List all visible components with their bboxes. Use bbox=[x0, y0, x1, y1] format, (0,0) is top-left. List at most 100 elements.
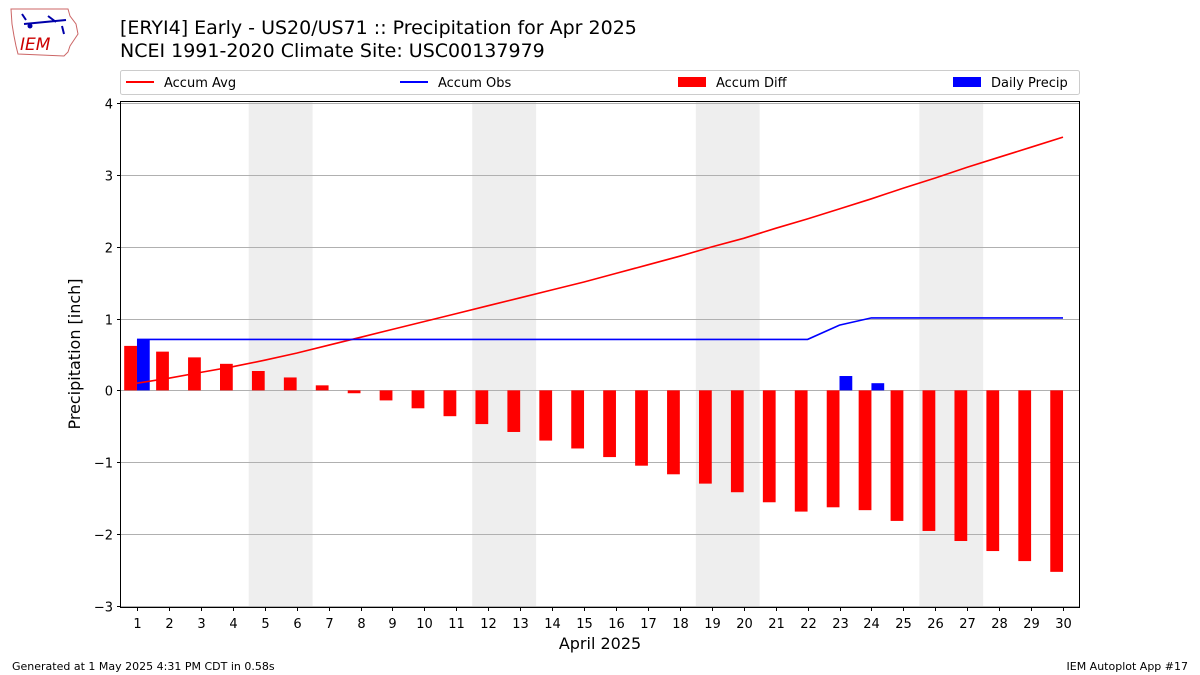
y-tick-label: 1 bbox=[105, 314, 113, 329]
x-tick-label: 26 bbox=[927, 617, 944, 632]
x-tick-label: 11 bbox=[448, 617, 465, 632]
y-tick-label: 4 bbox=[105, 98, 113, 113]
y-tick-label: −2 bbox=[94, 529, 113, 544]
accum-diff-bar bbox=[379, 390, 393, 401]
line-marks bbox=[136, 136, 1064, 384]
weekend-band bbox=[248, 102, 313, 607]
accum-diff-bar bbox=[1018, 390, 1032, 562]
accum-diff-bar bbox=[954, 390, 968, 542]
y-axis-label: Precipitation [inch] bbox=[65, 278, 84, 429]
x-tick-label: 17 bbox=[640, 617, 657, 632]
legend: Accum Avg Accum Obs Accum Diff Daily Precip bbox=[120, 70, 1080, 95]
x-tick-label: 18 bbox=[672, 617, 689, 632]
accum-diff-bar bbox=[794, 390, 808, 512]
weekend-band bbox=[919, 102, 984, 607]
x-tick-label: 22 bbox=[800, 617, 817, 632]
accum-diff-bar bbox=[443, 390, 457, 417]
accum-diff-bar bbox=[315, 385, 329, 391]
legend-swatch bbox=[678, 77, 706, 87]
accum-diff-bar bbox=[1050, 390, 1064, 572]
accum-diff-bar bbox=[603, 390, 616, 458]
x-tick-label: 6 bbox=[293, 617, 301, 632]
y-tick-label: 3 bbox=[105, 170, 113, 185]
accum-diff-bar bbox=[539, 390, 553, 441]
x-tick-label: 24 bbox=[863, 617, 880, 632]
x-tick-label: 30 bbox=[1055, 617, 1072, 632]
x-tick-label: 29 bbox=[1023, 617, 1040, 632]
plot-frame bbox=[120, 101, 1080, 608]
bar-marks bbox=[124, 339, 1064, 572]
grid-lines bbox=[121, 103, 1079, 607]
chart-title: [ERYI4] Early - US20/US71 :: Precipitati… bbox=[120, 17, 637, 39]
accum-diff-bar bbox=[730, 390, 744, 493]
daily-precip-bar bbox=[136, 339, 150, 391]
chart-subtitle: NCEI 1991-2020 Climate Site: USC00137979 bbox=[120, 40, 545, 62]
x-tick-label: 28 bbox=[991, 617, 1008, 632]
accum-diff-bar bbox=[762, 390, 776, 503]
accum-diff-bar bbox=[124, 345, 137, 391]
app-label: IEM Autoplot App #17 bbox=[1066, 660, 1189, 673]
x-tick-label: 16 bbox=[608, 617, 625, 632]
weekend-shading bbox=[248, 102, 984, 607]
x-tick-label: 21 bbox=[768, 617, 785, 632]
x-tick-label: 23 bbox=[832, 617, 849, 632]
accum-diff-bar bbox=[698, 390, 712, 484]
x-tick-label: 1 bbox=[133, 617, 141, 632]
accum-diff-bar bbox=[219, 363, 233, 391]
accum-diff-bar bbox=[347, 390, 361, 394]
x-tick-label: 7 bbox=[325, 617, 333, 632]
x-tick-label: 8 bbox=[357, 617, 365, 632]
x-tick-label: 20 bbox=[736, 617, 753, 632]
accum-obs-line bbox=[137, 317, 1063, 341]
accum-diff-bar bbox=[507, 390, 521, 432]
y-tick-label: −1 bbox=[94, 457, 113, 472]
accum-diff-bar bbox=[667, 390, 680, 475]
legend-label: Accum Diff bbox=[716, 76, 788, 91]
accum-avg-line bbox=[136, 136, 1064, 384]
accum-diff-bar bbox=[858, 390, 872, 511]
accum-diff-bar bbox=[922, 390, 936, 531]
accum-diff-bar bbox=[411, 390, 425, 409]
legend-label: Accum Obs bbox=[438, 76, 511, 91]
accum-diff-bar bbox=[283, 377, 297, 391]
x-tick-label: 4 bbox=[229, 617, 237, 632]
x-tick-label: 25 bbox=[895, 617, 912, 632]
accum-diff-bar bbox=[475, 390, 489, 425]
x-tick-label: 13 bbox=[512, 617, 529, 632]
weekend-band bbox=[472, 102, 537, 607]
y-tick-label: −3 bbox=[94, 601, 113, 616]
x-tick-label: 3 bbox=[197, 617, 205, 632]
legend-box bbox=[120, 70, 1080, 95]
daily-precip-bar bbox=[839, 376, 853, 391]
x-tick-label: 19 bbox=[704, 617, 721, 632]
x-tick-label: 9 bbox=[388, 617, 396, 632]
x-tick-label: 27 bbox=[959, 617, 976, 632]
weather-symbols-icon bbox=[21, 13, 67, 35]
accum-diff-bar bbox=[635, 390, 648, 466]
weekend-band bbox=[695, 102, 760, 607]
iem-logo: IEM bbox=[10, 8, 79, 57]
x-axis-label: April 2025 bbox=[559, 634, 641, 653]
x-tick-label: 2 bbox=[165, 617, 173, 632]
accum-diff-bar bbox=[890, 390, 904, 521]
accum-diff-bar bbox=[156, 351, 169, 391]
generated-timestamp: Generated at 1 May 2025 4:31 PM CDT in 0… bbox=[12, 660, 275, 673]
legend-swatch bbox=[953, 77, 981, 87]
accum-diff-bar bbox=[251, 370, 265, 391]
accum-diff-bar bbox=[986, 390, 1000, 552]
x-tick-label: 14 bbox=[544, 617, 561, 632]
logo-text: IEM bbox=[20, 35, 51, 55]
legend-label: Accum Avg bbox=[164, 76, 236, 91]
daily-precip-bar bbox=[871, 383, 885, 391]
x-tick-label: 5 bbox=[261, 617, 269, 632]
x-tick-label: 12 bbox=[480, 617, 497, 632]
accum-diff-bar bbox=[571, 390, 585, 449]
y-tick-label: 2 bbox=[105, 242, 113, 257]
legend-label: Daily Precip bbox=[991, 76, 1068, 91]
accum-diff-bar bbox=[826, 390, 840, 508]
x-tick-label: 15 bbox=[576, 617, 593, 632]
x-tick-label: 10 bbox=[416, 617, 433, 632]
y-tick-label: 0 bbox=[105, 385, 113, 400]
